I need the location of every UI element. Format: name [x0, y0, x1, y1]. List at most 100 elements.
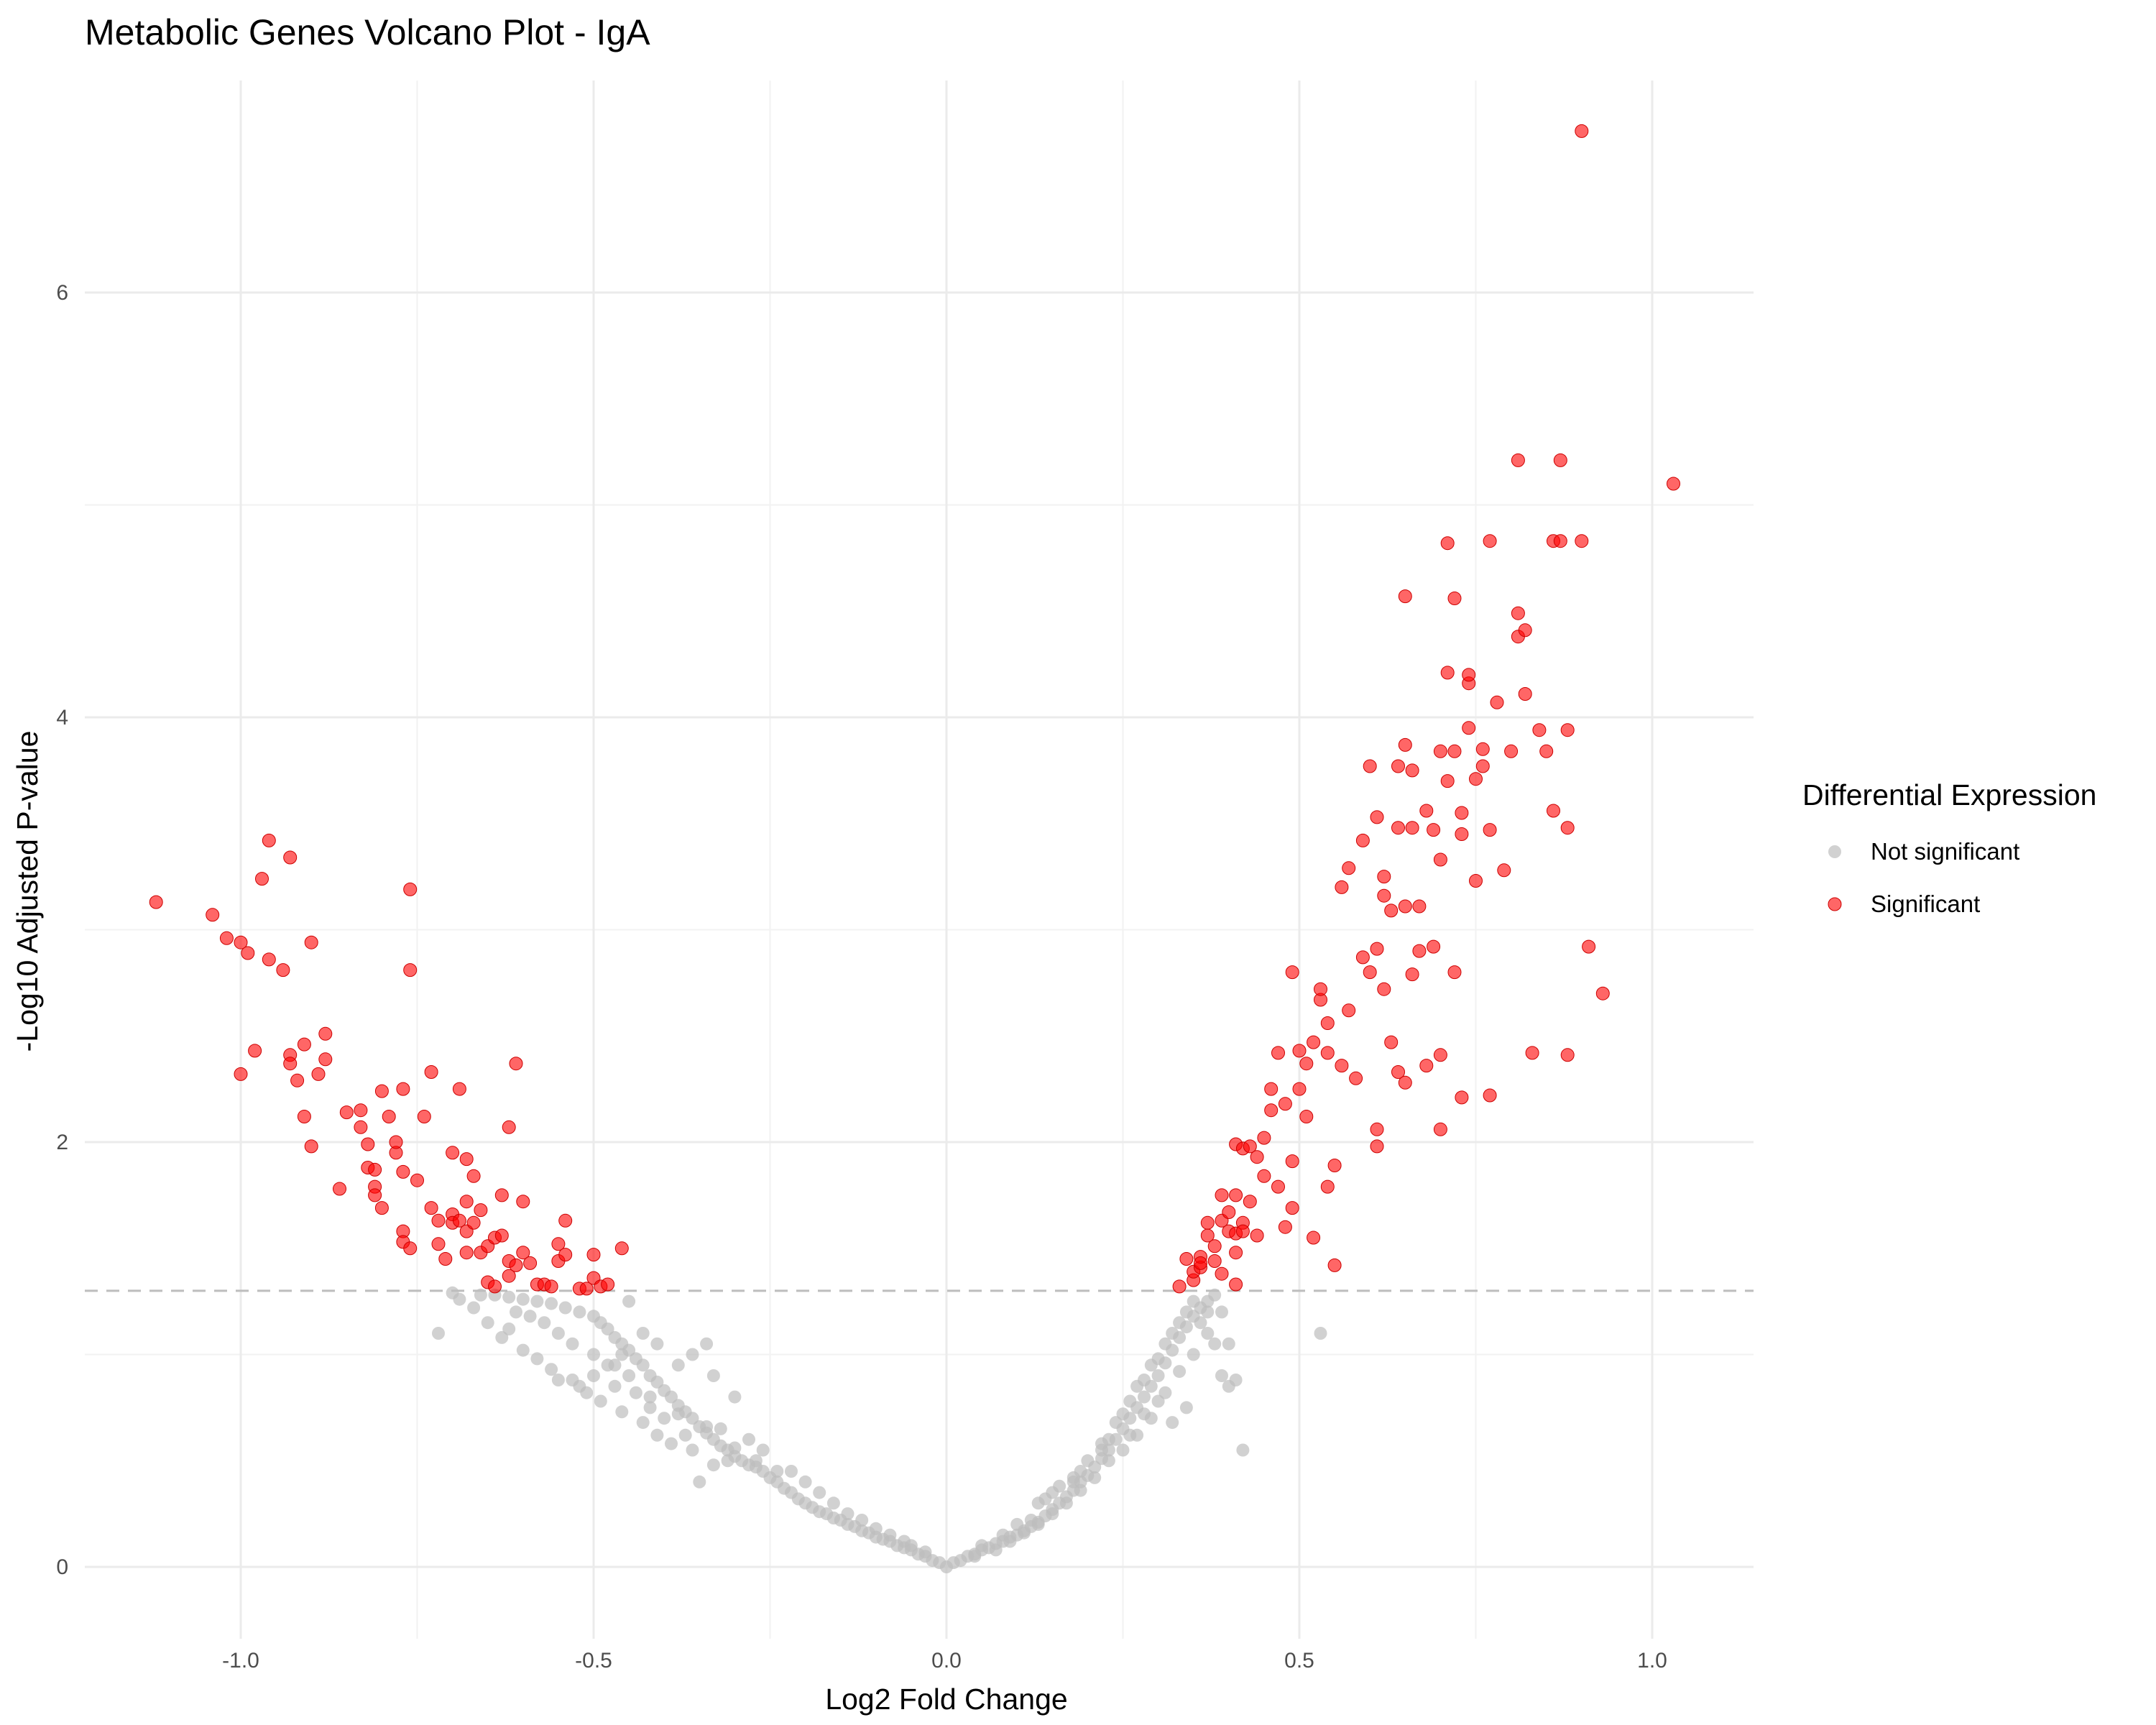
point-significant: [318, 1026, 333, 1041]
point-not-significant: [1109, 1416, 1123, 1430]
point-not-significant: [904, 1539, 918, 1552]
point-not-significant: [1179, 1401, 1193, 1414]
point-not-significant: [785, 1465, 798, 1478]
point-significant: [1595, 986, 1610, 1000]
point-not-significant: [1215, 1305, 1228, 1319]
point-not-significant: [1046, 1507, 1059, 1521]
point-significant: [1285, 1201, 1299, 1215]
y-tick-label: 4: [56, 706, 68, 730]
point-not-significant: [453, 1292, 466, 1306]
point-significant: [1483, 1088, 1497, 1103]
point-significant: [1398, 1075, 1412, 1090]
point-significant: [297, 1037, 311, 1052]
point-significant: [389, 1135, 403, 1149]
x-tick-labels: -1.0 -0.5 0.0 0.5 1.0: [222, 1649, 1667, 1673]
point-significant: [1525, 1046, 1539, 1060]
point-not-significant: [467, 1301, 481, 1315]
x-tick-label: 1.0: [1637, 1649, 1667, 1673]
point-significant: [1405, 821, 1419, 835]
point-significant: [1469, 874, 1483, 888]
point-significant: [1235, 1224, 1250, 1238]
point-significant: [431, 1237, 446, 1251]
point-significant: [1447, 592, 1462, 605]
point-significant: [516, 1195, 530, 1209]
point-significant: [396, 1082, 410, 1096]
point-significant: [1179, 1252, 1194, 1266]
point-significant: [1377, 982, 1391, 996]
point-significant: [1335, 880, 1349, 894]
point-significant: [403, 882, 418, 896]
point-significant: [509, 1258, 523, 1272]
point-significant: [466, 1215, 481, 1230]
point-not-significant: [1215, 1369, 1228, 1382]
point-significant: [1412, 899, 1427, 914]
point-not-significant: [551, 1374, 565, 1386]
point-significant: [368, 1162, 382, 1177]
point-significant: [417, 1110, 431, 1123]
point-significant: [488, 1279, 502, 1294]
point-significant: [374, 1084, 389, 1098]
point-not-significant: [826, 1496, 840, 1510]
point-not-significant: [1151, 1369, 1165, 1382]
point-not-significant: [671, 1407, 685, 1421]
point-significant: [1320, 1179, 1335, 1194]
point-not-significant: [643, 1390, 657, 1404]
point-significant: [1575, 124, 1589, 138]
point-not-significant: [883, 1528, 897, 1542]
point-significant: [424, 1201, 438, 1215]
point-significant: [1511, 606, 1525, 620]
x-axis-title: Log2 Fold Change: [825, 1683, 1067, 1716]
point-not-significant: [629, 1352, 642, 1366]
point-significant: [1222, 1205, 1236, 1219]
point-significant: [1355, 950, 1370, 965]
point-significant: [1292, 1082, 1307, 1096]
point-significant: [1257, 1169, 1271, 1183]
y-tick-label: 0: [56, 1555, 68, 1579]
x-tick-label: -0.5: [575, 1649, 612, 1673]
point-not-significant: [693, 1475, 706, 1489]
point-not-significant: [1138, 1390, 1151, 1404]
point-significant: [1419, 1059, 1434, 1073]
point-not-significant: [481, 1316, 494, 1330]
point-significant: [1539, 744, 1554, 758]
point-significant: [1243, 1195, 1257, 1209]
point-significant: [1490, 695, 1504, 709]
point-significant: [262, 952, 276, 967]
point-significant: [1264, 1082, 1279, 1096]
point-significant: [1553, 453, 1567, 467]
point-not-significant: [728, 1390, 742, 1404]
point-significant: [614, 1241, 629, 1256]
point-not-significant: [1059, 1496, 1073, 1510]
point-not-significant: [1095, 1437, 1108, 1450]
point-significant: [374, 1201, 389, 1215]
y-tick-label: 6: [56, 281, 68, 305]
point-significant: [1285, 1154, 1299, 1169]
point-significant: [1278, 1097, 1292, 1111]
point-not-significant: [813, 1486, 826, 1499]
point-not-significant: [558, 1301, 572, 1315]
point-significant: [601, 1277, 615, 1292]
point-significant: [1207, 1239, 1222, 1254]
point-not-significant: [510, 1305, 522, 1319]
point-significant: [304, 935, 318, 949]
point-significant: [1327, 1258, 1342, 1272]
point-significant: [1307, 1035, 1321, 1049]
point-significant: [1560, 723, 1575, 737]
point-not-significant: [643, 1401, 657, 1414]
point-significant: [431, 1213, 446, 1228]
point-not-significant: [918, 1545, 932, 1559]
point-not-significant: [587, 1369, 600, 1382]
point-significant: [382, 1110, 396, 1123]
point-not-significant: [650, 1337, 664, 1351]
point-significant: [1342, 861, 1356, 875]
point-not-significant: [615, 1348, 629, 1361]
point-significant: [579, 1282, 594, 1296]
point-not-significant: [678, 1428, 692, 1442]
legend-key-not-significant: [1828, 845, 1841, 858]
point-significant: [459, 1152, 474, 1167]
point-significant: [339, 1105, 354, 1120]
point-not-significant: [1158, 1337, 1172, 1351]
point-significant: [248, 1044, 262, 1058]
point-significant: [494, 1188, 509, 1202]
